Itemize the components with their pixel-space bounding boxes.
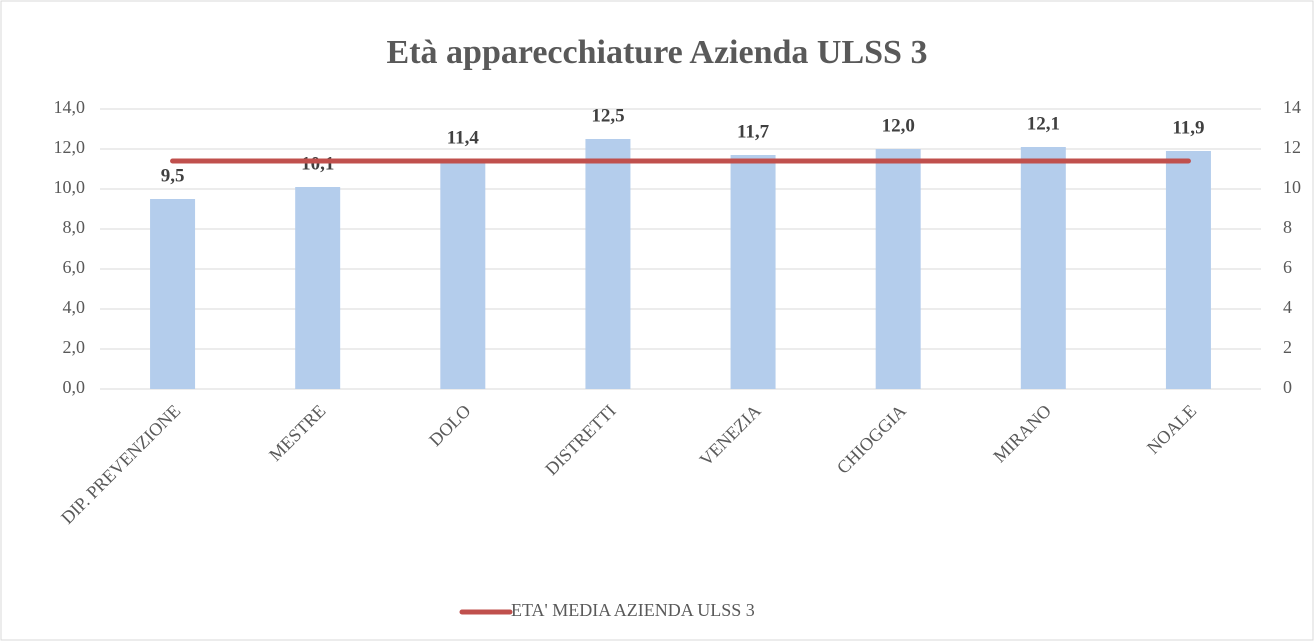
bar (585, 139, 631, 389)
y2-tick-label: 8 (1283, 217, 1292, 237)
y-tick-label: 14,0 (54, 97, 86, 117)
bar (875, 149, 921, 389)
data-label: 11,4 (447, 127, 480, 148)
bar (150, 199, 196, 389)
y-tick-label: 4,0 (63, 297, 86, 317)
data-label: 10,1 (301, 153, 334, 174)
y2-tick-label: 12 (1283, 137, 1301, 157)
y2-tick-label: 2 (1283, 337, 1292, 357)
y-tick-label: 2,0 (63, 337, 86, 357)
bar (295, 187, 341, 389)
y-tick-label: 6,0 (63, 257, 86, 277)
y2-tick-label: 6 (1283, 257, 1292, 277)
y2-tick-label: 4 (1283, 297, 1292, 317)
legend-label: ETA' MEDIA AZIENDA ULSS 3 (511, 600, 755, 620)
bar (440, 161, 486, 389)
y-tick-label: 8,0 (63, 217, 86, 237)
y-tick-label: 10,0 (54, 177, 86, 197)
data-label: 12,5 (591, 105, 624, 126)
y2-tick-label: 10 (1283, 177, 1301, 197)
y-tick-label: 0,0 (63, 377, 86, 397)
bar (1165, 151, 1211, 389)
bar (1020, 147, 1066, 389)
data-label: 9,5 (161, 165, 185, 186)
data-label: 12,0 (882, 115, 915, 136)
bar (730, 155, 776, 389)
data-label: 11,7 (737, 121, 770, 142)
data-label: 11,9 (1172, 117, 1204, 138)
y2-tick-label: 14 (1283, 97, 1301, 117)
y-tick-label: 12,0 (54, 137, 86, 157)
y2-tick-label: 0 (1283, 377, 1292, 397)
data-label: 12,1 (1027, 113, 1060, 134)
chart-title: Età apparecchiature Azienda ULSS 3 (387, 34, 928, 71)
